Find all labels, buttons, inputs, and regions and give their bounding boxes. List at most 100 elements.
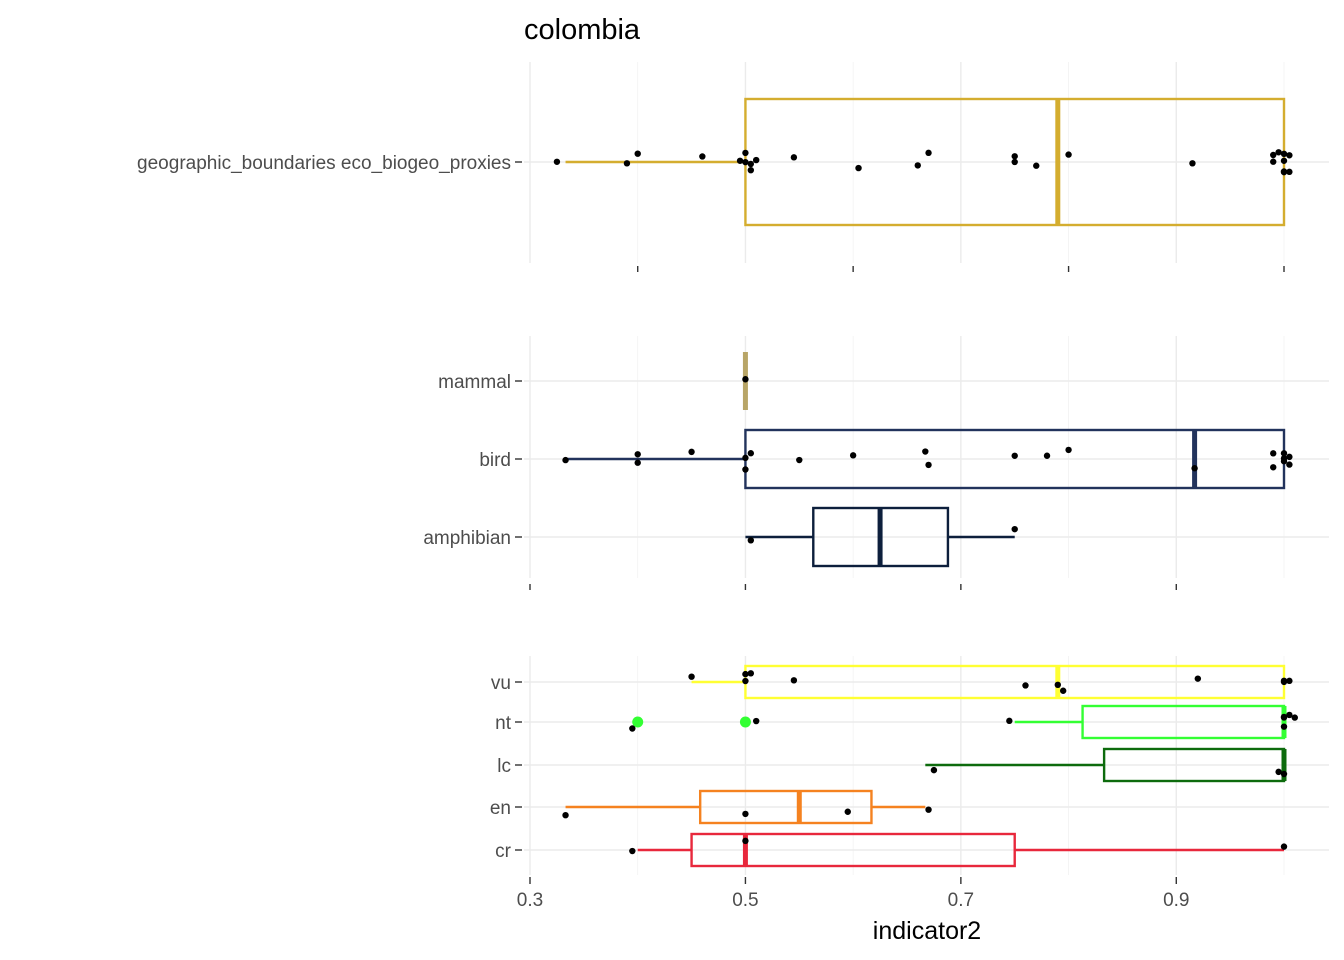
data-point bbox=[562, 456, 569, 464]
category-label: amphibian bbox=[423, 528, 511, 549]
data-point bbox=[742, 454, 749, 462]
data-point bbox=[790, 677, 798, 684]
data-point bbox=[1275, 149, 1282, 156]
panel-2: mammal bird amphibian bbox=[423, 336, 1329, 590]
data-point bbox=[1286, 152, 1293, 159]
x-tick-label: 0.5 bbox=[732, 890, 758, 911]
x-tick-label: 0.7 bbox=[948, 890, 974, 911]
x-axis: 0.3 0.5 0.7 0.9 bbox=[517, 877, 1189, 911]
category-nt: nt bbox=[495, 704, 1298, 740]
data-point bbox=[925, 461, 932, 469]
data-point bbox=[553, 158, 561, 165]
data-point bbox=[1286, 461, 1293, 468]
panel-3: vu nt lc en cr bbox=[490, 656, 1329, 875]
box-iqr bbox=[690, 832, 1016, 868]
data-point bbox=[925, 149, 932, 157]
category-lc: lc bbox=[497, 747, 1288, 783]
data-point bbox=[1191, 465, 1198, 472]
data-point bbox=[634, 451, 641, 458]
data-point bbox=[1280, 723, 1288, 730]
data-point bbox=[1280, 770, 1288, 778]
data-point bbox=[1011, 452, 1018, 459]
outlier-point bbox=[739, 716, 751, 728]
data-point bbox=[849, 452, 857, 459]
data-point bbox=[1059, 687, 1067, 694]
data-point bbox=[1270, 151, 1277, 159]
data-point bbox=[623, 160, 631, 167]
data-point bbox=[742, 466, 749, 473]
data-point bbox=[1011, 525, 1018, 533]
category-mammal: mammal bbox=[438, 352, 749, 410]
data-point bbox=[634, 459, 641, 466]
data-point bbox=[747, 537, 755, 544]
data-point bbox=[742, 837, 749, 845]
data-point bbox=[914, 162, 921, 169]
category-label: geographic_boundaries eco_biogeo_proxies bbox=[137, 153, 511, 174]
data-point bbox=[1286, 453, 1293, 461]
data-point bbox=[742, 810, 749, 818]
data-point bbox=[1286, 677, 1293, 685]
data-point bbox=[790, 154, 798, 161]
data-point bbox=[742, 670, 749, 678]
x-axis-title: indicator2 bbox=[873, 917, 981, 945]
data-point bbox=[736, 157, 744, 164]
data-point bbox=[1280, 168, 1288, 176]
data-point bbox=[1286, 711, 1293, 719]
data-point bbox=[1189, 160, 1196, 167]
category-bird: bird bbox=[479, 428, 1293, 490]
data-point bbox=[1270, 464, 1277, 471]
x-tick-label: 0.9 bbox=[1163, 890, 1189, 911]
box-iqr bbox=[698, 789, 873, 825]
chart-panels: geographic_boundaries eco_biogeo_proxies… bbox=[137, 62, 1329, 875]
data-point bbox=[1065, 446, 1072, 454]
data-point bbox=[1065, 151, 1072, 158]
category-label: nt bbox=[495, 713, 512, 734]
data-point bbox=[1194, 675, 1202, 682]
data-point bbox=[1280, 458, 1288, 465]
data-point bbox=[1270, 158, 1277, 165]
category-label: lc bbox=[497, 756, 511, 777]
data-point bbox=[629, 847, 636, 855]
data-point bbox=[1054, 681, 1062, 689]
data-point bbox=[1280, 150, 1288, 158]
data-point bbox=[1043, 452, 1051, 459]
data-point bbox=[747, 160, 755, 168]
outlier-point bbox=[632, 716, 644, 728]
x-tick-label: 0.3 bbox=[517, 890, 543, 911]
data-point bbox=[688, 673, 695, 680]
data-point bbox=[753, 717, 760, 725]
panel-1: geographic_boundaries eco_biogeo_proxies bbox=[137, 62, 1329, 272]
data-point bbox=[747, 450, 755, 457]
data-point bbox=[629, 725, 636, 732]
data-point bbox=[742, 158, 749, 166]
data-point bbox=[1011, 153, 1018, 160]
category-amphibian: amphibian bbox=[423, 506, 1018, 568]
category-label: en bbox=[490, 798, 511, 819]
category-label: mammal bbox=[438, 372, 511, 393]
data-point bbox=[930, 766, 938, 774]
data-point bbox=[1280, 713, 1288, 721]
data-point bbox=[1275, 768, 1282, 776]
category-geographic-boundaries-eco-biogeo-proxies: geographic_boundaries eco_biogeo_proxies bbox=[137, 97, 1293, 227]
data-point bbox=[925, 806, 932, 813]
data-point bbox=[1011, 158, 1018, 166]
data-point bbox=[1280, 450, 1288, 457]
category-cr: cr bbox=[495, 832, 1288, 868]
data-point bbox=[855, 164, 862, 172]
data-point bbox=[562, 811, 569, 819]
chart-title: colombia bbox=[524, 14, 641, 46]
data-point bbox=[753, 156, 760, 164]
data-point bbox=[747, 166, 755, 174]
data-point bbox=[1033, 162, 1040, 169]
data-point bbox=[1280, 157, 1288, 164]
category-en: en bbox=[490, 789, 932, 825]
data-point bbox=[699, 153, 706, 160]
data-point bbox=[1291, 714, 1298, 721]
data-point bbox=[922, 448, 929, 455]
category-label: cr bbox=[495, 841, 512, 862]
data-point bbox=[844, 808, 851, 815]
category-label: vu bbox=[491, 673, 511, 694]
data-point bbox=[688, 448, 695, 456]
data-point bbox=[1022, 682, 1029, 689]
